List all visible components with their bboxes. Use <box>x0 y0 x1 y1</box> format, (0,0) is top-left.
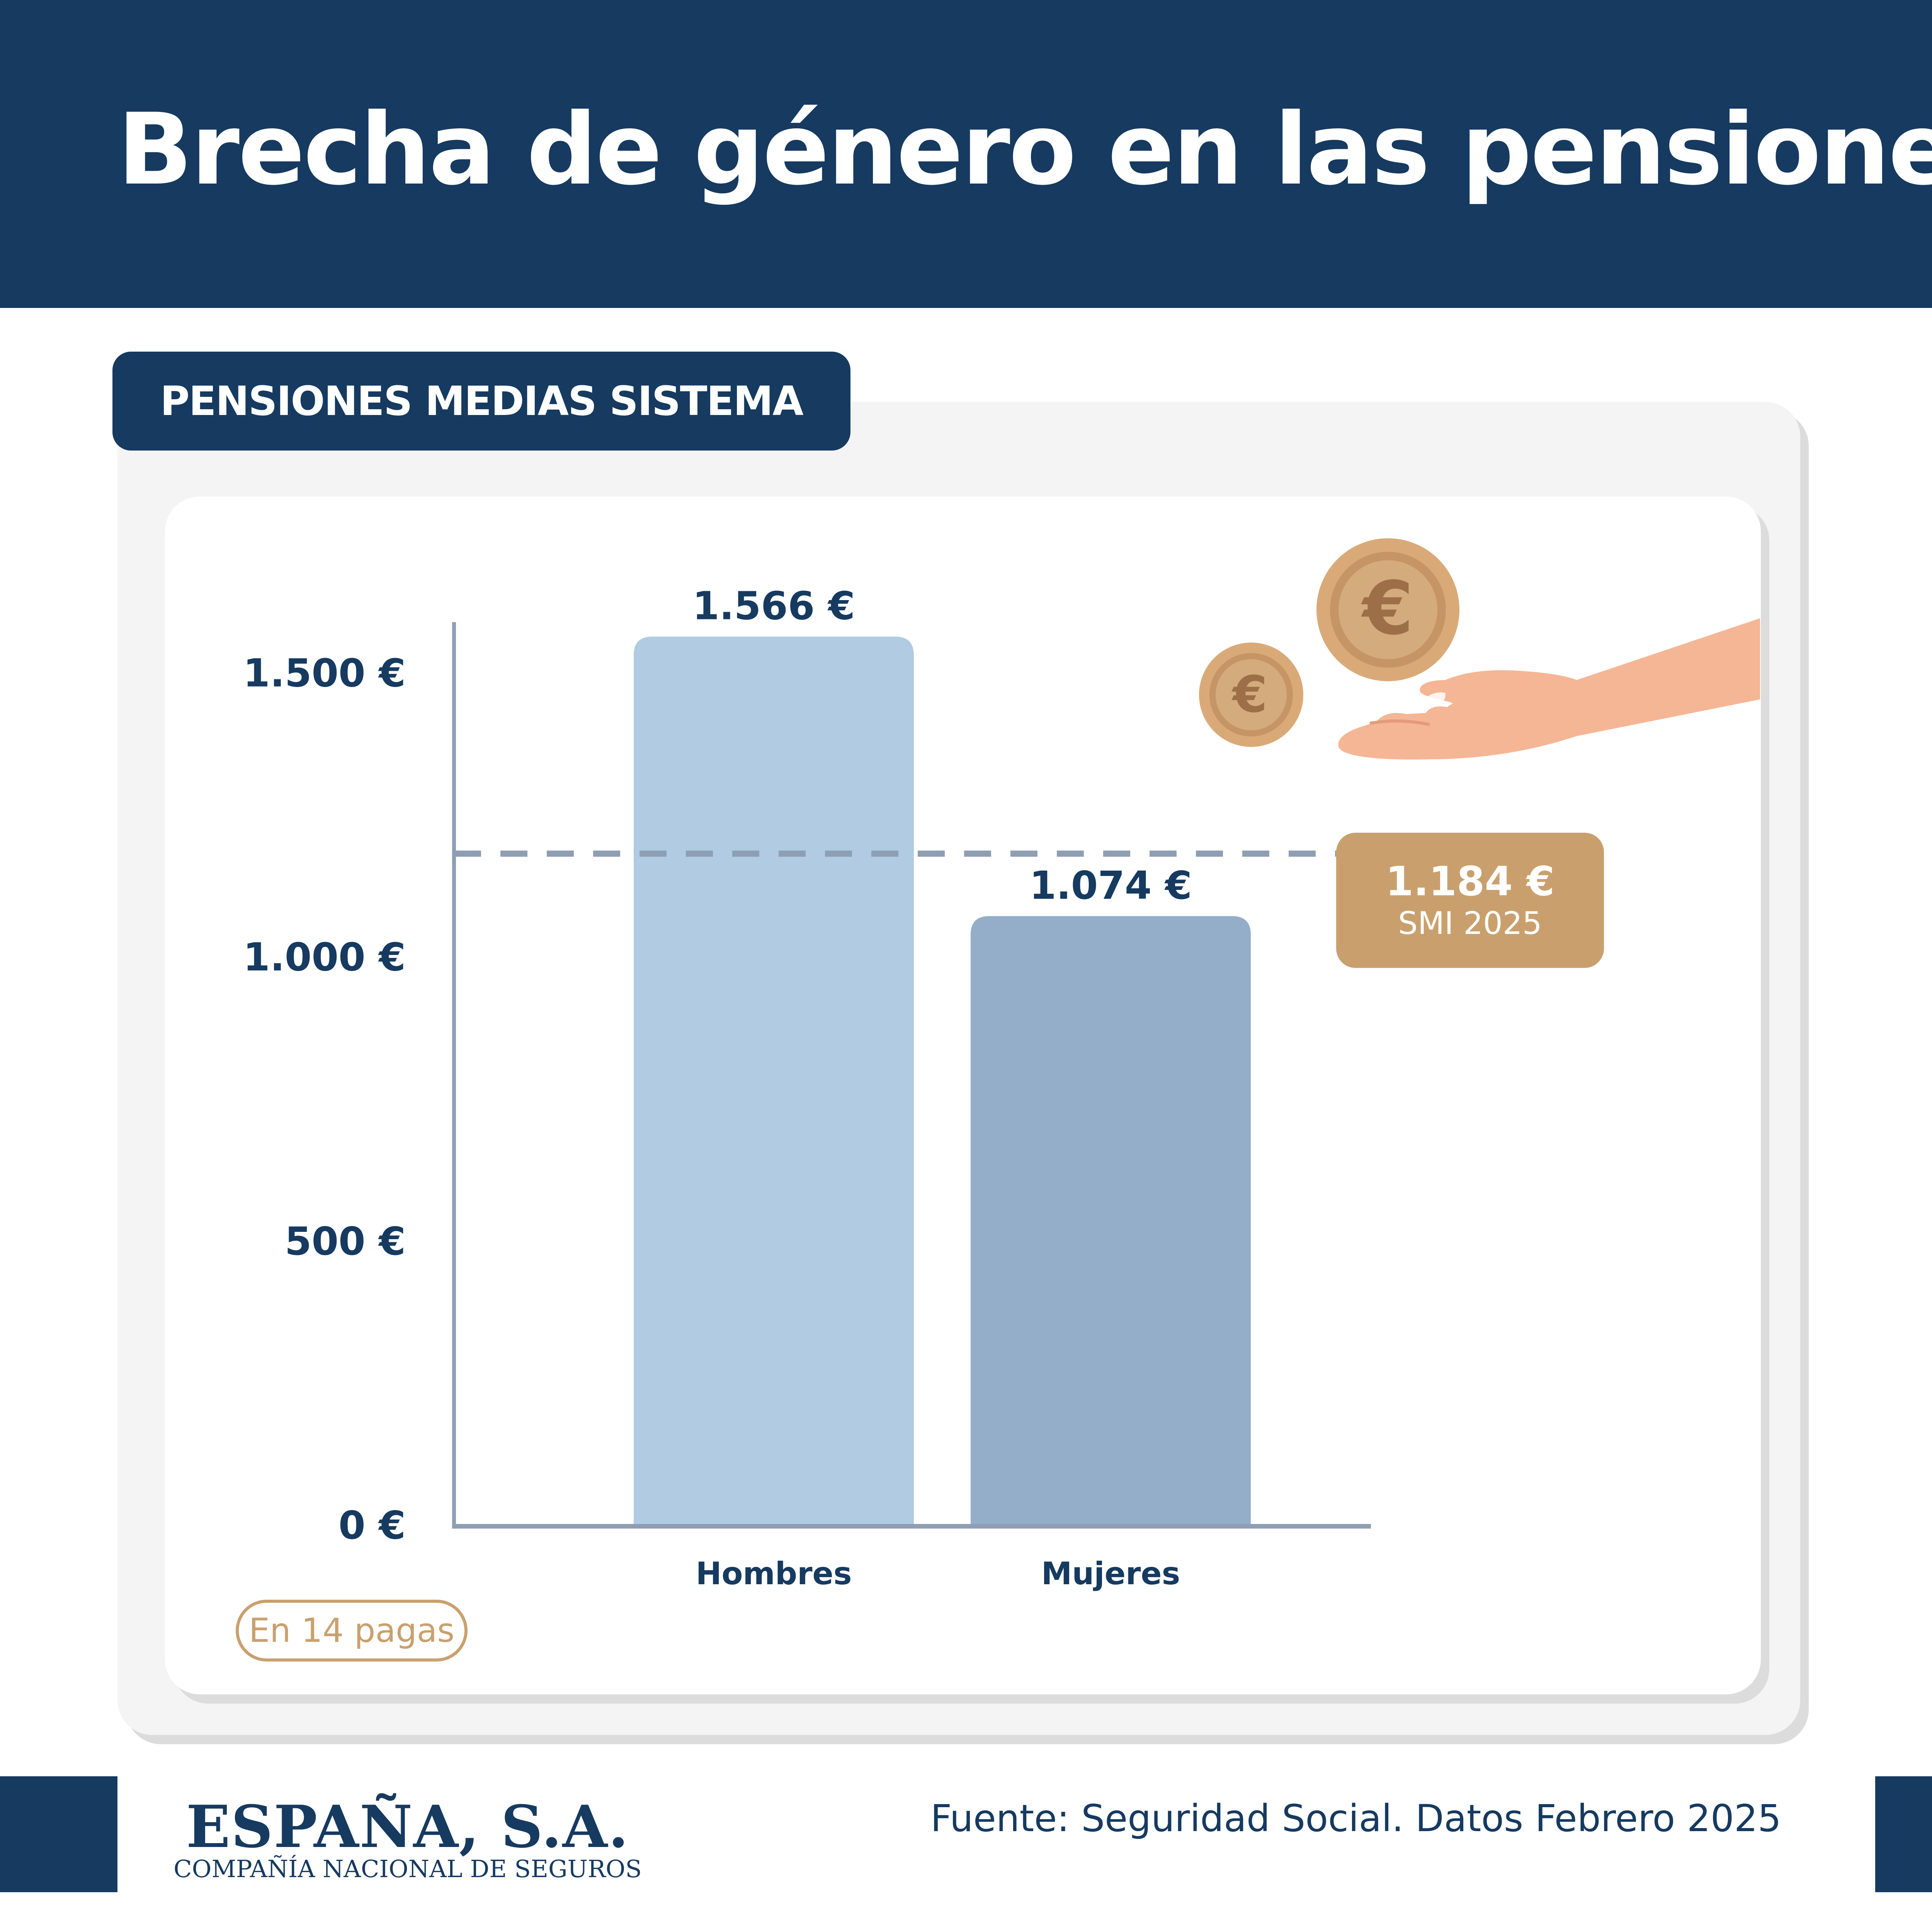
company-logo-tagline: COMPAÑÍA NACIONAL DE SEGUROS <box>173 1855 642 1883</box>
bar-value-label: 1.566 € <box>692 583 855 629</box>
bar-hombres <box>634 636 914 1527</box>
bar-mujeres <box>971 916 1251 1526</box>
header-banner: Brecha de género en las pensiones <box>0 0 1932 308</box>
section-tab: PENSIONES MEDIAS SISTEMA <box>112 352 850 451</box>
y-tick-label: 0 € <box>338 1503 406 1548</box>
coin-hand-illustration: € € <box>1199 538 1760 760</box>
x-tick-label: Hombres <box>696 1556 852 1592</box>
footer-decoration-left <box>0 1776 117 1892</box>
y-tick-label: 1.000 € <box>243 935 406 980</box>
footer-decoration-right <box>1875 1776 1932 1892</box>
y-tick-label: 500 € <box>285 1219 406 1264</box>
smi-reference-label: 1.184 € SMI 2025 <box>1336 833 1604 968</box>
bar-value-label: 1.074 € <box>1029 863 1192 908</box>
smi-label: SMI 2025 <box>1398 905 1542 941</box>
smi-value: 1.184 € <box>1385 858 1555 905</box>
y-tick-label: 1.500 € <box>243 651 406 696</box>
payments-note-label: En 14 pagas <box>248 1611 455 1650</box>
svg-text:€: € <box>1231 665 1267 724</box>
euro-coin-icon: € <box>1199 643 1303 747</box>
payments-note-badge: En 14 pagas <box>236 1600 468 1662</box>
open-hand-icon <box>1338 618 1760 760</box>
section-tab-label: PENSIONES MEDIAS SISTEMA <box>160 378 803 425</box>
euro-coin-icon: € <box>1316 538 1459 681</box>
x-tick-label: Mujeres <box>1041 1556 1180 1592</box>
page-title: Brecha de género en las pensiones <box>117 92 1932 207</box>
source-note: Fuente: Seguridad Social. Datos Febrero … <box>930 1797 1781 1840</box>
svg-text:€: € <box>1361 566 1413 651</box>
company-logo-name: ESPAÑA, S.A. <box>186 1793 629 1861</box>
